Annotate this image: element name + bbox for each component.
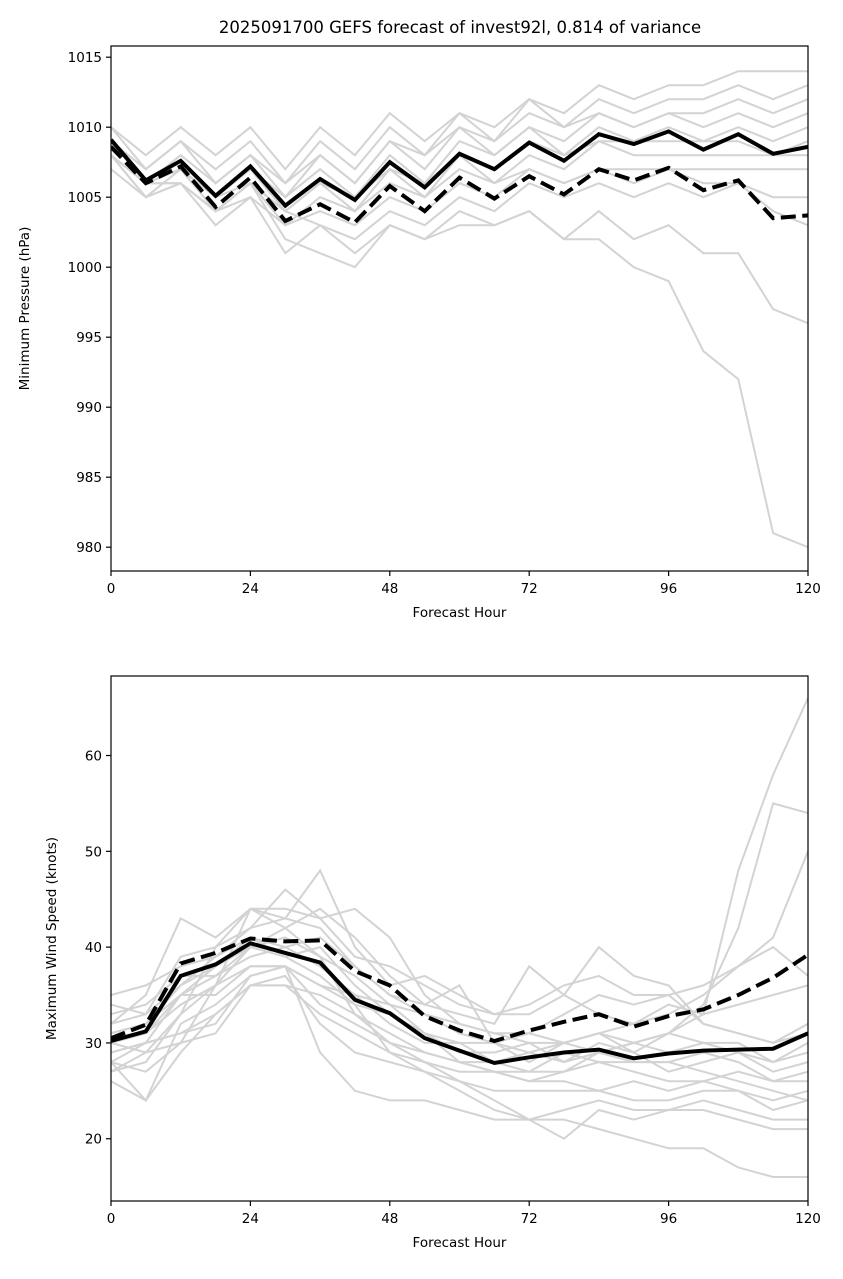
wind-y-tick-label: 50 (85, 844, 102, 860)
pressure-y-tick-label: 980 (76, 540, 102, 556)
wind-weighted-mean-line (111, 936, 808, 1044)
pressure-y-tick-label: 990 (76, 400, 102, 416)
wind-x-axis-label: Forecast Hour (413, 1235, 507, 1251)
pressure-member-04-line (111, 112, 808, 199)
pressure-member-12-line (111, 154, 808, 325)
chart-title: 2025091700 GEFS forecast of invest92l, 0… (219, 18, 701, 37)
pressure-member-11-line (111, 140, 808, 549)
wind-x-tick-label: 24 (242, 1211, 259, 1227)
wind-x-tick-label: 72 (521, 1211, 538, 1227)
pressure-member-09-line (111, 168, 808, 227)
wind-y-tick-label: 40 (85, 940, 102, 956)
wind-member-10-line (111, 936, 808, 1073)
pressure-x-tick-label: 120 (795, 581, 821, 597)
pressure-y-tick-label: 985 (76, 470, 102, 486)
wind-member-08-line (111, 907, 808, 1073)
pressure-y-tick-label: 1005 (68, 190, 102, 206)
pressure-y-tick-label: 1010 (68, 120, 102, 136)
wind-member-17-line (111, 926, 808, 1140)
wind-x-tick-label: 48 (381, 1211, 398, 1227)
pressure-series-layer (111, 70, 808, 549)
wind-y-tick-label: 60 (85, 749, 102, 765)
wind-y-axis-label: Maximum Wind Speed (knots) (44, 837, 60, 1040)
wind-ensemble-mean-line (111, 941, 808, 1066)
wind-member-09-line (111, 965, 808, 1064)
wind-x-tick-label: 96 (660, 1211, 677, 1227)
pressure-y-tick-label: 1015 (68, 50, 102, 66)
wind-member-07-line (111, 868, 808, 1073)
wind-member-16-line (111, 965, 808, 1178)
pressure-x-tick-label: 48 (381, 581, 398, 597)
wind-chart: 0 24 48 72 96 120 20 30 40 50 60 Forecast Hour Ma… (44, 675, 821, 1251)
pressure-member-02-line (111, 84, 808, 185)
pressure-y-tick-label: 995 (76, 330, 102, 346)
wind-y-tick-label: 20 (85, 1132, 102, 1148)
pressure-x-ticks: 0 24 48 72 96 120 (107, 571, 821, 597)
pressure-y-tick-label: 1000 (68, 260, 102, 276)
pressure-x-tick-label: 96 (660, 581, 677, 597)
pressure-member-10-line (111, 154, 808, 255)
wind-x-tick-label: 120 (795, 1211, 821, 1227)
pressure-chart: 2025091700 GEFS forecast of invest92l, 0… (17, 18, 821, 621)
pressure-x-axis-label: Forecast Hour (413, 605, 507, 621)
wind-plot-frame (110, 675, 809, 1202)
pressure-ensemble-mean-line (111, 129, 808, 209)
pressure-weighted-mean-line (111, 145, 808, 225)
wind-series-layer (111, 697, 808, 1178)
wind-x-ticks: 0 24 48 72 96 120 (107, 1201, 821, 1227)
wind-member-03-line (111, 850, 808, 1064)
pressure-y-ticks: 980 985 990 995 1000 1005 1010 1015 (68, 50, 111, 556)
pressure-y-axis-label: Minimum Pressure (hPa) (17, 227, 33, 391)
pressure-x-tick-label: 72 (521, 581, 538, 597)
wind-member-15-line (111, 965, 808, 1121)
wind-y-tick-label: 30 (85, 1036, 102, 1052)
wind-x-tick-label: 0 (107, 1211, 116, 1227)
wind-member-13-line (111, 984, 808, 1102)
wind-y-ticks: 20 30 40 50 60 (85, 749, 111, 1148)
pressure-x-tick-label: 24 (242, 581, 259, 597)
pressure-plot-frame (110, 45, 809, 572)
pressure-x-tick-label: 0 (107, 581, 116, 597)
